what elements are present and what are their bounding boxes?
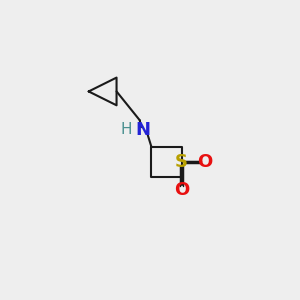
Text: S: S	[175, 153, 188, 171]
Text: H: H	[120, 122, 132, 137]
Text: O: O	[197, 153, 212, 171]
Text: N: N	[136, 121, 151, 139]
Text: O: O	[174, 181, 189, 199]
